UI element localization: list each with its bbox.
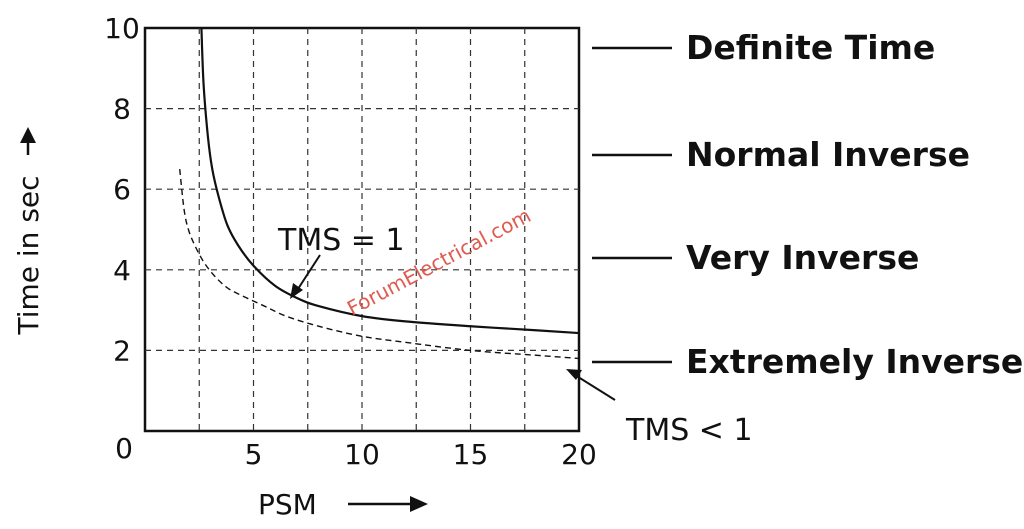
legend: Definite Time Normal Inverse Very Inverse E… (592, 28, 1023, 381)
y-tick-label: 10 (104, 12, 140, 45)
svg-text:TMS < 1: TMS < 1 (625, 413, 753, 448)
watermark: ForumElectrical.com (343, 203, 535, 320)
legend-label: Definite Time (686, 28, 935, 67)
x-tick-label: 5 (245, 438, 263, 471)
y-axis-arrow (20, 127, 36, 155)
svg-text:TMS = 1: TMS = 1 (277, 223, 405, 258)
grid-lines (145, 28, 579, 431)
x-tick-label: 20 (561, 438, 597, 471)
legend-label: Very Inverse (686, 238, 919, 277)
series-line-tms-lt-1 (179, 168, 580, 360)
series-line-tms-1 (200, 27, 580, 335)
legend-label: Normal Inverse (686, 135, 970, 174)
y-axis-label: Time in sec (12, 175, 45, 335)
legend-item: Definite Time (592, 28, 935, 67)
x-tick-label: 10 (344, 438, 380, 471)
y-tick-label: 6 (113, 173, 131, 206)
curves (179, 27, 580, 360)
x-axis-label: PSM (258, 488, 317, 521)
y-tick-label: 2 (113, 334, 131, 367)
y-tick-labels: 2 4 6 8 10 (104, 12, 140, 367)
legend-item: Normal Inverse (592, 135, 970, 174)
x-axis-arrow (348, 496, 428, 512)
y-tick-label: 4 (113, 254, 131, 287)
legend-item: Very Inverse (592, 238, 919, 277)
legend-item: Extremely Inverse (592, 342, 1023, 381)
legend-label: Extremely Inverse (686, 342, 1023, 381)
y-tick-label: 8 (113, 93, 131, 126)
annotation-tms-lt-1: TMS < 1 (566, 369, 753, 448)
x-tick-labels: 5 10 15 20 (245, 438, 597, 471)
annotation-tms-1: TMS = 1 (277, 223, 405, 299)
x-tick-label: 15 (453, 438, 489, 471)
origin-label: 0 (115, 432, 133, 465)
